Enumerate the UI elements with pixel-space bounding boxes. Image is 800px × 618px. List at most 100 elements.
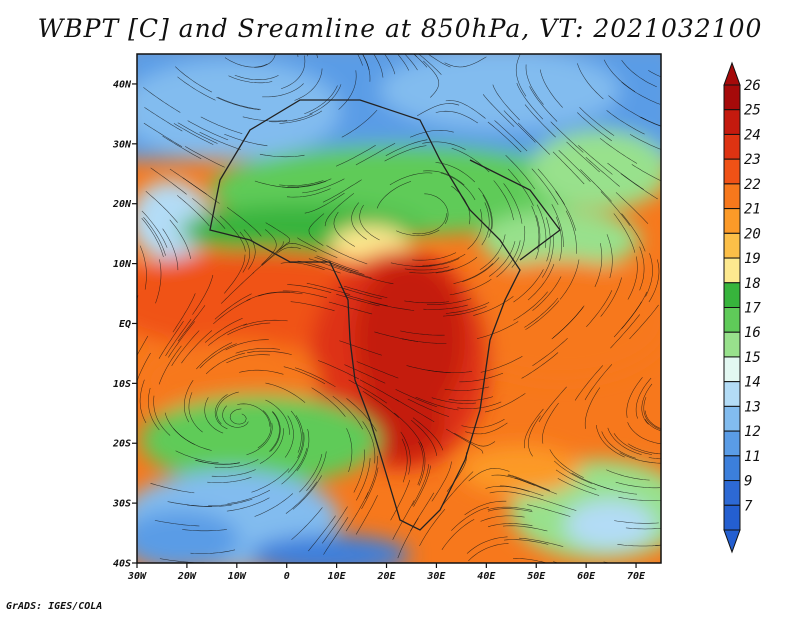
streamline <box>346 428 353 472</box>
map-plot-area <box>137 54 661 563</box>
streamline <box>655 544 661 546</box>
streamline <box>374 331 419 342</box>
colorbar-label: 19 <box>744 251 761 267</box>
colorbar-top-arrow <box>723 61 741 86</box>
streamline <box>211 469 256 477</box>
x-tick-label: 40E <box>477 571 496 582</box>
streamline <box>290 410 302 453</box>
streamline <box>150 483 195 494</box>
streamline <box>224 57 268 68</box>
streamline <box>362 54 370 71</box>
streamline <box>246 422 273 456</box>
streamline <box>424 193 449 225</box>
streamline <box>400 330 445 336</box>
streamline <box>243 319 288 326</box>
streamline <box>615 192 649 224</box>
streamline <box>644 410 661 429</box>
x-tick-label: 30W <box>127 571 147 582</box>
streamline <box>145 190 178 223</box>
streamline <box>270 411 281 452</box>
streamline <box>503 183 523 224</box>
streamline <box>357 54 363 66</box>
streamline <box>415 396 459 411</box>
colorbar-bottom-arrow <box>723 529 741 554</box>
streamline <box>306 282 351 295</box>
streamline <box>507 474 550 492</box>
streamline <box>308 515 336 552</box>
streamline <box>306 451 327 491</box>
streamline <box>341 109 378 138</box>
streamline <box>565 210 577 254</box>
streamline <box>304 192 345 214</box>
streamline <box>281 55 306 89</box>
streamline <box>171 330 200 366</box>
streamline <box>631 164 661 182</box>
streamline <box>187 120 229 141</box>
colorbar-label: 12 <box>744 424 761 440</box>
streamline <box>384 145 427 162</box>
streamline <box>599 138 638 164</box>
streamline <box>345 492 369 532</box>
streamline <box>404 300 449 304</box>
colorbar-label: 21 <box>744 202 761 218</box>
streamline <box>513 269 544 303</box>
streamline <box>370 301 415 311</box>
streamline <box>295 415 304 459</box>
streamline <box>607 427 642 455</box>
streamline <box>261 246 301 266</box>
streamline <box>158 345 182 385</box>
colorbar-label: 9 <box>744 474 752 490</box>
streamline <box>615 481 661 489</box>
streamline <box>258 292 303 297</box>
streamline <box>385 139 428 156</box>
streamline <box>296 428 310 472</box>
streamline <box>521 352 559 379</box>
south-cool <box>137 510 240 563</box>
streamline <box>552 151 585 185</box>
streamline <box>339 340 382 356</box>
streamline <box>137 335 149 356</box>
streamline <box>404 54 418 71</box>
streamline <box>468 543 509 562</box>
streamline <box>141 218 164 257</box>
streamline <box>555 469 597 490</box>
streamline <box>308 258 352 274</box>
streamline <box>551 204 564 248</box>
streamline <box>479 234 506 271</box>
streamline <box>221 272 254 304</box>
streamline <box>618 496 661 501</box>
streamline <box>204 397 224 434</box>
streamline <box>422 141 466 150</box>
streamline <box>407 398 450 417</box>
colorbar-swatch <box>723 208 741 234</box>
streamline <box>299 454 323 493</box>
streamline <box>287 432 305 473</box>
streamline <box>162 135 202 160</box>
streamline <box>169 219 191 259</box>
streamline <box>217 97 261 110</box>
streamline <box>346 398 377 432</box>
streamline <box>309 84 342 115</box>
streamline <box>527 264 555 301</box>
streamline <box>435 110 478 124</box>
warm-belt <box>460 445 580 495</box>
colorbar-label: 26 <box>744 78 761 94</box>
streamline <box>290 301 335 312</box>
streamline <box>335 145 376 167</box>
streamline <box>287 284 332 293</box>
streamline <box>175 66 213 93</box>
streamline <box>648 259 660 303</box>
streamline <box>606 110 645 135</box>
streamline <box>353 449 365 493</box>
colorbar-label: 20 <box>744 226 761 242</box>
streamline <box>276 243 317 253</box>
streamline <box>411 419 437 456</box>
streamline <box>282 290 327 299</box>
streamline <box>464 500 507 516</box>
streamline <box>496 240 521 278</box>
x-tick-label: 60E <box>577 571 596 582</box>
streamline <box>261 229 277 265</box>
streamline <box>600 277 622 317</box>
streamline <box>554 460 593 485</box>
streamline <box>488 241 516 277</box>
